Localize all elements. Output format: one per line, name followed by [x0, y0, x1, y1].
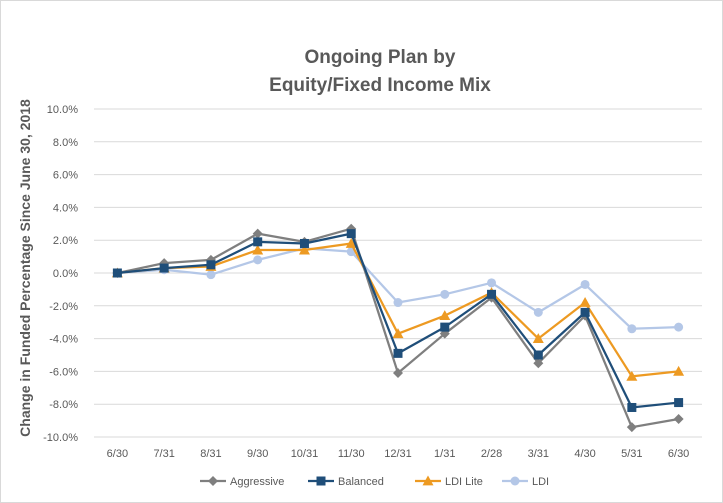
- data-point-balanced: [206, 260, 216, 270]
- y-tick-label: 6.0%: [53, 170, 78, 182]
- x-tick-label: 8/31: [200, 448, 221, 460]
- data-point-ldi: [206, 270, 216, 280]
- data-point-ldi-lite: [345, 237, 357, 248]
- data-point-ldi-lite: [673, 365, 685, 376]
- data-point-balanced: [299, 238, 309, 248]
- chart-title-line2: Equity/Fixed Income Mix: [269, 75, 491, 96]
- legend-marker-ldi-lite: [422, 475, 434, 486]
- data-point-ldi-lite: [439, 310, 451, 321]
- legend-marker-ldi: [510, 476, 520, 486]
- y-tick-label: 4.0%: [53, 202, 78, 214]
- data-point-balanced: [627, 402, 637, 412]
- y-tick-label: 8.0%: [53, 137, 78, 149]
- x-tick-label: 9/30: [247, 448, 268, 460]
- series-line-aggressive: [117, 227, 679, 429]
- data-point-balanced: [440, 322, 450, 332]
- data-point-balanced: [674, 398, 684, 408]
- x-tick-label: 5/31: [621, 448, 642, 460]
- chart-title: Ongoing Plan by Equity/Fixed Income Mix: [0, 44, 723, 100]
- data-point-ldi: [627, 324, 637, 334]
- y-tick-label: -6.0%: [49, 366, 78, 378]
- data-point-balanced: [533, 350, 543, 360]
- legend-label-aggressive: Aggressive: [230, 476, 284, 488]
- data-point-ldi: [487, 278, 497, 288]
- data-point-ldi: [393, 298, 403, 308]
- data-point-balanced: [159, 263, 169, 273]
- y-tick-label: -4.0%: [49, 334, 78, 346]
- x-tick-label: 3/31: [528, 448, 549, 460]
- y-tick-label: 0.0%: [53, 268, 78, 280]
- x-tick-label: 10/31: [291, 448, 319, 460]
- x-tick-label: 6/30: [668, 448, 689, 460]
- y-tick-label: 2.0%: [53, 235, 78, 247]
- data-point-balanced: [393, 348, 403, 358]
- data-point-balanced: [580, 307, 590, 317]
- legend-label-ldi: LDI: [532, 476, 549, 488]
- legend-label-ldi-lite: LDI Lite: [445, 476, 483, 488]
- y-tick-label: -2.0%: [49, 301, 78, 313]
- data-point-aggressive: [252, 228, 263, 239]
- y-tick-label: -8.0%: [49, 399, 78, 411]
- legend-marker-aggressive: [208, 476, 218, 486]
- data-point-aggressive: [393, 368, 403, 379]
- x-tick-label: 1/31: [434, 448, 455, 460]
- chart-title-line1: Ongoing Plan by: [304, 47, 456, 68]
- data-point-ldi-lite: [626, 370, 638, 381]
- x-tick-label: 4/30: [574, 448, 595, 460]
- data-point-balanced: [487, 289, 497, 299]
- data-point-ldi: [580, 279, 590, 289]
- x-tick-label: 6/30: [107, 448, 128, 460]
- data-point-aggressive: [673, 413, 684, 424]
- x-tick-label: 11/30: [338, 448, 365, 460]
- data-point-ldi-lite: [252, 244, 264, 255]
- legend-marker-balanced: [316, 476, 326, 486]
- data-point-balanced: [112, 268, 122, 278]
- data-point-ldi: [674, 322, 684, 332]
- data-point-ldi-lite: [579, 297, 591, 307]
- data-point-ldi-lite: [392, 328, 404, 339]
- data-point-aggressive: [626, 422, 637, 433]
- data-point-aggressive: [533, 358, 544, 369]
- legend-label-balanced: Balanced: [338, 476, 384, 488]
- y-tick-label: 10.0%: [47, 104, 78, 116]
- x-tick-label: 7/31: [153, 448, 174, 460]
- data-point-balanced: [253, 237, 263, 247]
- data-point-ldi-lite: [532, 333, 544, 343]
- data-point-balanced: [346, 229, 356, 239]
- y-tick-label: -10.0%: [43, 432, 78, 444]
- data-point-ldi-lite: [298, 244, 310, 255]
- data-point-ldi: [440, 289, 450, 299]
- data-point-ldi: [253, 255, 263, 265]
- x-tick-label: 12/31: [384, 448, 412, 460]
- x-tick-label: 2/28: [481, 448, 502, 460]
- data-point-ldi: [533, 307, 543, 317]
